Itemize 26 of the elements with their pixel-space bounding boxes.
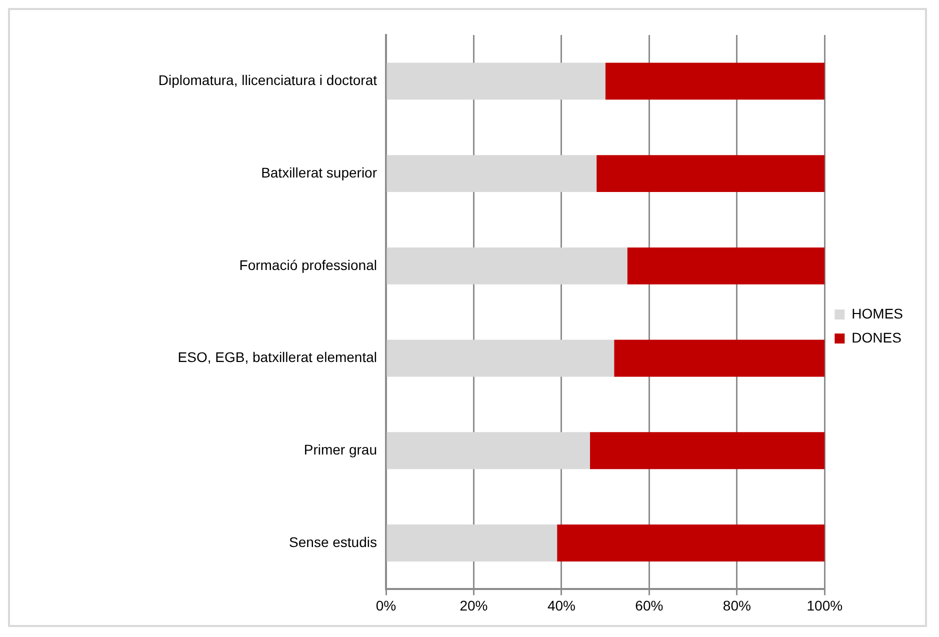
- x-tick-label: 60%: [635, 597, 664, 614]
- bar: [386, 432, 590, 470]
- bar: [596, 155, 825, 192]
- y-tick-label: Sense estudis: [289, 534, 377, 550]
- x-tick-label: 100%: [806, 597, 843, 614]
- x-tick-label: 40%: [547, 597, 576, 614]
- x-tick-label: 0%: [376, 597, 396, 614]
- y-tick-label: Primer grau: [304, 442, 377, 458]
- bar: [386, 62, 606, 100]
- bar: [386, 340, 614, 377]
- bar: [386, 247, 628, 284]
- bar: [605, 62, 825, 100]
- bar: [627, 247, 825, 284]
- y-tick-label: Diplomatura, llicenciatura i doctorat: [158, 72, 378, 88]
- legend-label: DONES: [852, 329, 902, 346]
- bar: [614, 340, 825, 377]
- bar: [557, 524, 825, 562]
- x-tick-label: 80%: [722, 597, 751, 614]
- bar: [386, 524, 558, 562]
- legend-label: HOMES: [852, 305, 904, 322]
- bar: [590, 432, 825, 470]
- y-tick-label: Formació professional: [239, 256, 377, 273]
- y-tick-label: ESO, EGB, batxillerat elemental: [178, 349, 377, 366]
- bar: [386, 155, 597, 192]
- y-tick-label: Batxillerat superior: [261, 164, 378, 180]
- x-tick-label: 20%: [460, 597, 488, 614]
